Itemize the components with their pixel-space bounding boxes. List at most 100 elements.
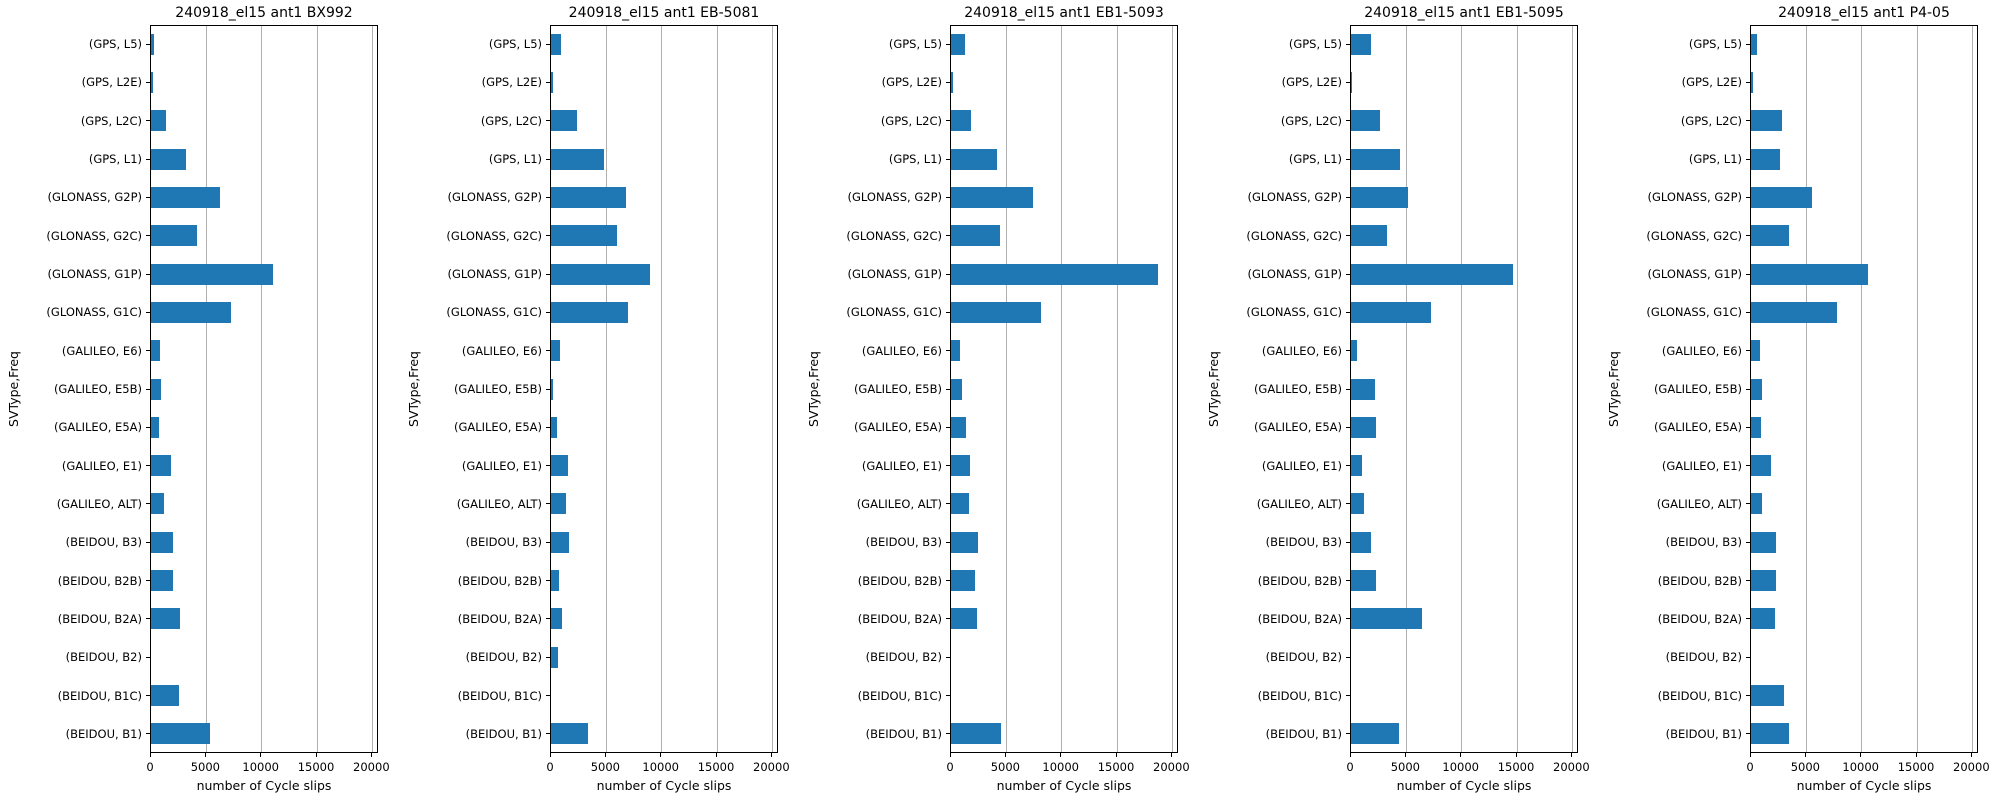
y-tick-mark	[1346, 235, 1350, 237]
y-tick-mark	[146, 541, 150, 543]
x-tick-label: 5000	[1790, 760, 1820, 774]
y-tick-label: (GLONASS, G1C)	[1246, 305, 1342, 320]
x-tick-mark	[149, 753, 151, 757]
bar-gps-l2c	[1351, 110, 1380, 132]
y-tick-mark	[146, 695, 150, 697]
y-tick-label: (GALILEO, E5B)	[1653, 382, 1742, 396]
y-tick-label: (BEIDOU, B2A)	[1257, 611, 1342, 626]
bar-gps-l2c	[151, 110, 166, 132]
y-tick-label: (GLONASS, G2P)	[47, 190, 142, 205]
x-tick-label: 0	[546, 760, 554, 774]
x-tick-mark	[1404, 753, 1406, 757]
gridline	[1861, 26, 1863, 752]
bar-gps-l5	[1351, 33, 1371, 55]
bar-galileo-e5b	[951, 378, 962, 400]
subplot-4: 240918_el15 ant1 P4-05 SVType,Freq (GPS, L…	[1600, 0, 2000, 800]
y-tick-mark	[1346, 388, 1350, 390]
y-tick-mark	[546, 120, 550, 122]
bar-gps-l2c	[1751, 110, 1782, 132]
y-tick-label: (BEIDOU, B2)	[865, 650, 942, 665]
bar-beidou-b2a	[151, 608, 180, 630]
gridline	[1571, 26, 1573, 752]
bar-glonass-g2p	[951, 186, 1033, 208]
y-tick-label: (GLONASS, G2C)	[446, 228, 542, 243]
plot-area	[550, 25, 778, 753]
y-tick-mark	[546, 541, 550, 543]
y-tick-mark	[1746, 503, 1750, 505]
bar-beidou-b2b	[551, 570, 559, 592]
y-tick-label: (GPS, L1)	[488, 152, 542, 167]
y-tick-label: (GLONASS, G1P)	[847, 267, 942, 282]
x-tick-mark	[549, 753, 551, 757]
gridline	[316, 26, 318, 752]
bar-beidou-b2	[551, 646, 558, 668]
y-tick-label: (BEIDOU, B1C)	[457, 688, 542, 703]
bar-beidou-b2a	[1351, 608, 1422, 630]
bar-gps-l1	[1751, 148, 1780, 170]
y-tick-label: (GLONASS, G1C)	[446, 305, 542, 320]
y-tick-mark	[146, 273, 150, 275]
y-tick-label: (GLONASS, G2C)	[846, 228, 942, 243]
gridline	[1916, 26, 1918, 752]
y-tick-mark	[146, 656, 150, 658]
y-tick-mark	[946, 120, 950, 122]
y-tick-label: (GPS, L5)	[1688, 37, 1742, 52]
y-tick-mark	[146, 733, 150, 735]
y-tick-label: (GLONASS, G2P)	[1647, 190, 1742, 205]
y-tick-label: (BEIDOU, B2B)	[857, 573, 942, 588]
x-tick-mark	[1349, 753, 1351, 757]
y-tick-label: (BEIDOU, B3)	[1665, 535, 1742, 550]
bar-gps-l1	[1351, 148, 1400, 170]
y-tick-mark	[546, 81, 550, 83]
bar-gps-l5	[951, 33, 965, 55]
y-tick-label: (GLONASS, G1C)	[1646, 305, 1742, 320]
y-tick-mark	[146, 388, 150, 390]
bar-glonass-g1p	[951, 263, 1158, 285]
y-tick-label: (GLONASS, G2C)	[46, 228, 142, 243]
y-tick-mark	[146, 503, 150, 505]
x-tick-label: 20000	[1153, 760, 1190, 774]
plot-area	[1750, 25, 1978, 753]
bar-gps-l2e	[151, 71, 153, 93]
y-tick-mark	[146, 465, 150, 467]
x-tick-label: 20000	[353, 760, 390, 774]
y-tick-label: (GLONASS, G2C)	[1646, 228, 1742, 243]
y-tick-label: (GLONASS, G2P)	[1247, 190, 1342, 205]
x-tick-mark	[715, 753, 717, 757]
bar-glonass-g1c	[151, 301, 231, 323]
x-tick-label: 0	[1346, 760, 1354, 774]
y-tick-label: (GALILEO, E6)	[61, 343, 142, 358]
y-tick-mark	[946, 580, 950, 582]
bar-beidou-b2b	[951, 570, 975, 592]
bar-galileo-alt	[151, 493, 164, 515]
bar-gps-l1	[951, 148, 997, 170]
bar-glonass-g1c	[1351, 301, 1431, 323]
y-tick-label: (GPS, L2E)	[1681, 75, 1742, 90]
y-tick-mark	[946, 733, 950, 735]
x-tick-mark	[315, 753, 317, 757]
y-tick-label: (BEIDOU, B3)	[465, 535, 542, 550]
y-tick-label: (BEIDOU, B2B)	[457, 573, 542, 588]
y-tick-label: (GPS, L2C)	[1280, 113, 1342, 128]
y-tick-mark	[1346, 350, 1350, 352]
gridline	[1971, 26, 1973, 752]
bar-glonass-g1c	[551, 301, 628, 323]
y-tick-mark	[546, 388, 550, 390]
bar-galileo-e5b	[551, 378, 553, 400]
y-tick-label: (GPS, L2E)	[881, 75, 942, 90]
bar-galileo-e1	[151, 455, 171, 477]
x-tick-label: 15000	[1897, 760, 1935, 774]
y-tick-label: (GALILEO, E5A)	[1253, 420, 1342, 435]
y-tick-mark	[1346, 81, 1350, 83]
y-tick-label: (BEIDOU, B1)	[1665, 726, 1742, 741]
x-tick-mark	[770, 753, 772, 757]
y-tick-mark	[1746, 580, 1750, 582]
y-tick-label: (GPS, L1)	[1288, 152, 1342, 167]
gridline	[771, 26, 773, 752]
y-tick-mark	[146, 235, 150, 237]
bar-beidou-b3	[1351, 531, 1371, 553]
y-tick-label: (BEIDOU, B2B)	[1257, 573, 1342, 588]
bar-galileo-e5b	[1751, 378, 1762, 400]
bar-galileo-e5a	[1751, 416, 1761, 438]
bar-glonass-g2p	[1751, 186, 1812, 208]
